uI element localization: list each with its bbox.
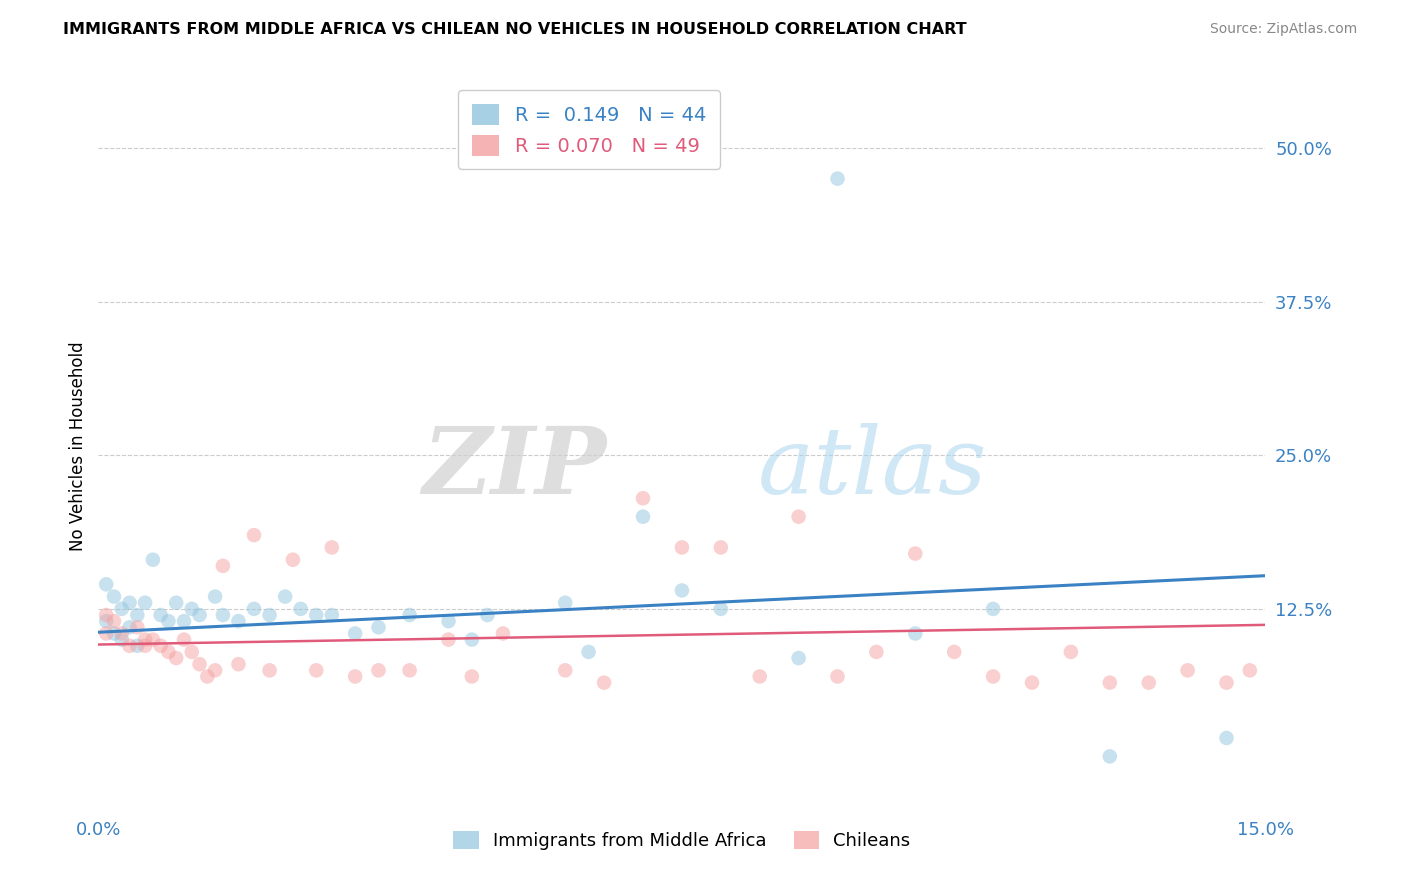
Point: [118, 639, 141, 653]
Point: [173, 632, 195, 647]
Point: [127, 639, 149, 653]
Point: [398, 607, 420, 622]
Point: [243, 602, 266, 616]
Point: [111, 602, 134, 616]
Point: [477, 607, 499, 622]
Point: [1215, 675, 1237, 690]
Point: [118, 620, 141, 634]
Point: [461, 669, 484, 683]
Point: [111, 626, 134, 640]
Point: [827, 171, 849, 186]
Point: [103, 590, 125, 604]
Point: [787, 651, 810, 665]
Point: [228, 614, 250, 628]
Point: [554, 596, 576, 610]
Point: [188, 607, 211, 622]
Point: [344, 669, 367, 683]
Point: [943, 645, 966, 659]
Point: [904, 547, 927, 561]
Point: [827, 669, 849, 683]
Point: [290, 602, 312, 616]
Legend: Immigrants from Middle Africa, Chileans: Immigrants from Middle Africa, Chileans: [446, 823, 918, 857]
Point: [593, 675, 616, 690]
Point: [212, 558, 235, 573]
Point: [398, 664, 420, 678]
Point: [103, 614, 125, 628]
Point: [195, 669, 218, 683]
Point: [1098, 675, 1121, 690]
Point: [631, 491, 654, 506]
Point: [134, 632, 156, 647]
Point: [671, 541, 693, 555]
Point: [134, 596, 156, 610]
Point: [188, 657, 211, 672]
Point: [149, 607, 172, 622]
Y-axis label: No Vehicles in Household: No Vehicles in Household: [69, 341, 87, 551]
Point: [981, 669, 1004, 683]
Point: [127, 620, 149, 634]
Point: [321, 541, 343, 555]
Point: [461, 632, 484, 647]
Point: [1239, 664, 1261, 678]
Point: [243, 528, 266, 542]
Point: [228, 657, 250, 672]
Point: [281, 552, 304, 566]
Point: [1021, 675, 1043, 690]
Point: [1137, 675, 1160, 690]
Point: [710, 541, 733, 555]
Point: [981, 602, 1004, 616]
Point: [165, 596, 187, 610]
Point: [554, 664, 576, 678]
Point: [96, 577, 118, 591]
Text: Source: ZipAtlas.com: Source: ZipAtlas.com: [1209, 22, 1357, 37]
Point: [321, 607, 343, 622]
Point: [367, 664, 389, 678]
Point: [671, 583, 693, 598]
Point: [204, 590, 226, 604]
Point: [904, 626, 927, 640]
Point: [274, 590, 297, 604]
Point: [134, 639, 156, 653]
Point: [1060, 645, 1083, 659]
Point: [1215, 731, 1237, 745]
Point: [142, 552, 165, 566]
Point: [631, 509, 654, 524]
Point: [787, 509, 810, 524]
Point: [367, 620, 389, 634]
Point: [305, 607, 328, 622]
Point: [180, 602, 202, 616]
Point: [492, 626, 515, 640]
Point: [204, 664, 226, 678]
Text: atlas: atlas: [758, 423, 987, 513]
Point: [259, 607, 281, 622]
Text: ZIP: ZIP: [422, 423, 606, 513]
Point: [305, 664, 328, 678]
Point: [1177, 664, 1199, 678]
Point: [96, 626, 118, 640]
Point: [344, 626, 367, 640]
Point: [96, 607, 118, 622]
Point: [748, 669, 770, 683]
Point: [578, 645, 600, 659]
Point: [710, 602, 733, 616]
Point: [259, 664, 281, 678]
Point: [149, 639, 172, 653]
Point: [127, 607, 149, 622]
Point: [118, 596, 141, 610]
Point: [96, 614, 118, 628]
Point: [103, 626, 125, 640]
Point: [1098, 749, 1121, 764]
Point: [142, 632, 165, 647]
Point: [437, 632, 460, 647]
Point: [180, 645, 202, 659]
Point: [157, 645, 180, 659]
Point: [157, 614, 180, 628]
Point: [173, 614, 195, 628]
Point: [111, 632, 134, 647]
Point: [865, 645, 887, 659]
Point: [212, 607, 235, 622]
Text: IMMIGRANTS FROM MIDDLE AFRICA VS CHILEAN NO VEHICLES IN HOUSEHOLD CORRELATION CH: IMMIGRANTS FROM MIDDLE AFRICA VS CHILEAN…: [63, 22, 967, 37]
Point: [165, 651, 187, 665]
Point: [437, 614, 460, 628]
